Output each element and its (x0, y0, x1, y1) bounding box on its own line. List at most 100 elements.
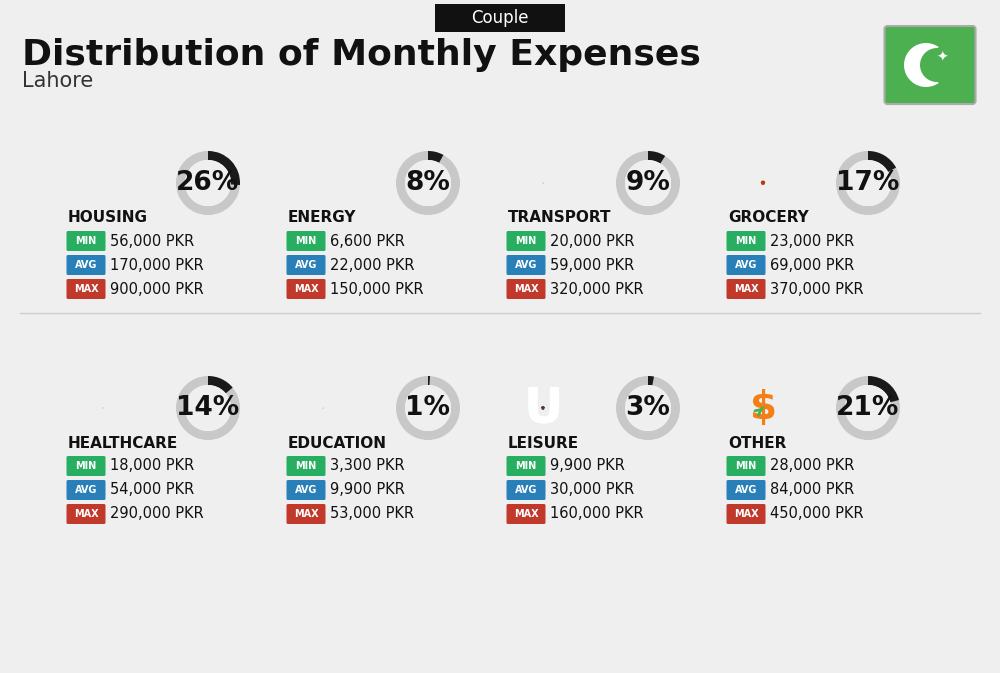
FancyBboxPatch shape (66, 456, 106, 476)
Circle shape (405, 385, 451, 431)
Text: 6,600 PKR: 6,600 PKR (330, 234, 405, 248)
Text: ✦: ✦ (936, 51, 948, 65)
Wedge shape (396, 376, 460, 440)
Text: AVG: AVG (735, 260, 757, 270)
Text: 9,900 PKR: 9,900 PKR (550, 458, 625, 474)
FancyBboxPatch shape (507, 279, 546, 299)
Circle shape (845, 385, 891, 431)
FancyBboxPatch shape (726, 504, 766, 524)
Text: 3%: 3% (626, 395, 670, 421)
FancyBboxPatch shape (507, 504, 546, 524)
Circle shape (625, 385, 671, 431)
FancyBboxPatch shape (287, 255, 326, 275)
Text: 26%: 26% (176, 170, 240, 196)
FancyBboxPatch shape (507, 255, 546, 275)
Text: 30,000 PKR: 30,000 PKR (550, 483, 634, 497)
Text: 20,000 PKR: 20,000 PKR (550, 234, 635, 248)
Text: AVG: AVG (295, 260, 317, 270)
FancyBboxPatch shape (66, 279, 106, 299)
FancyBboxPatch shape (507, 480, 546, 500)
Text: Distribution of Monthly Expenses: Distribution of Monthly Expenses (22, 38, 701, 72)
Text: MIN: MIN (515, 461, 537, 471)
Wedge shape (904, 43, 939, 87)
Text: MAX: MAX (74, 509, 98, 519)
Text: 22,000 PKR: 22,000 PKR (330, 258, 415, 273)
Text: U: U (523, 384, 563, 432)
Text: 59,000 PKR: 59,000 PKR (550, 258, 634, 273)
Text: MIN: MIN (295, 461, 317, 471)
Text: AVG: AVG (515, 260, 537, 270)
Text: AVG: AVG (735, 485, 757, 495)
Text: 1%: 1% (406, 395, 450, 421)
Wedge shape (616, 151, 680, 215)
Wedge shape (396, 151, 460, 215)
Wedge shape (428, 376, 430, 385)
Text: U: U (523, 384, 563, 432)
Circle shape (920, 48, 954, 82)
Circle shape (625, 160, 671, 206)
Text: AVG: AVG (75, 485, 97, 495)
Wedge shape (836, 376, 900, 440)
Text: 370,000 PKR: 370,000 PKR (770, 281, 864, 297)
FancyBboxPatch shape (287, 279, 326, 299)
Wedge shape (176, 151, 240, 215)
Text: GROCERY: GROCERY (728, 211, 809, 225)
Circle shape (405, 385, 451, 431)
Circle shape (405, 160, 451, 206)
FancyBboxPatch shape (287, 231, 326, 251)
Circle shape (185, 160, 231, 206)
Text: Lahore: Lahore (22, 71, 93, 91)
Text: MIN: MIN (735, 236, 757, 246)
FancyBboxPatch shape (66, 231, 106, 251)
Circle shape (405, 160, 451, 206)
Wedge shape (648, 151, 665, 164)
Text: AVG: AVG (75, 260, 97, 270)
Text: 56,000 PKR: 56,000 PKR (110, 234, 194, 248)
Circle shape (625, 160, 671, 206)
Wedge shape (208, 376, 233, 393)
Text: 69,000 PKR: 69,000 PKR (770, 258, 854, 273)
Text: 18,000 PKR: 18,000 PKR (110, 458, 194, 474)
Text: 170,000 PKR: 170,000 PKR (110, 258, 204, 273)
Text: MIN: MIN (75, 236, 97, 246)
Circle shape (845, 160, 891, 206)
Text: MIN: MIN (75, 461, 97, 471)
Circle shape (185, 385, 231, 431)
Text: 53,000 PKR: 53,000 PKR (330, 507, 414, 522)
Text: MIN: MIN (295, 236, 317, 246)
Text: HEALTHCARE: HEALTHCARE (68, 435, 178, 450)
FancyBboxPatch shape (726, 480, 766, 500)
Wedge shape (648, 376, 654, 386)
Text: AVG: AVG (295, 485, 317, 495)
Wedge shape (208, 151, 240, 185)
Text: MAX: MAX (74, 284, 98, 294)
FancyBboxPatch shape (885, 26, 976, 104)
Text: AVG: AVG (515, 485, 537, 495)
Wedge shape (868, 376, 899, 402)
Circle shape (625, 385, 671, 431)
FancyBboxPatch shape (507, 456, 546, 476)
FancyBboxPatch shape (726, 279, 766, 299)
Circle shape (185, 385, 231, 431)
Text: 28,000 PKR: 28,000 PKR (770, 458, 854, 474)
Text: 150,000 PKR: 150,000 PKR (330, 281, 424, 297)
Circle shape (845, 160, 891, 206)
Text: 8%: 8% (406, 170, 450, 196)
Text: OTHER: OTHER (728, 435, 786, 450)
Text: TRANSPORT: TRANSPORT (508, 211, 612, 225)
Text: LEISURE: LEISURE (508, 435, 579, 450)
Text: $: $ (750, 389, 777, 427)
Text: 3,300 PKR: 3,300 PKR (330, 458, 405, 474)
Circle shape (845, 385, 891, 431)
FancyBboxPatch shape (287, 480, 326, 500)
Text: 9,900 PKR: 9,900 PKR (330, 483, 405, 497)
FancyBboxPatch shape (726, 456, 766, 476)
FancyBboxPatch shape (66, 504, 106, 524)
Text: MAX: MAX (514, 509, 538, 519)
Text: 14%: 14% (176, 395, 240, 421)
Text: ENERGY: ENERGY (288, 211, 356, 225)
Circle shape (185, 160, 231, 206)
FancyBboxPatch shape (726, 231, 766, 251)
FancyBboxPatch shape (287, 504, 326, 524)
Text: 290,000 PKR: 290,000 PKR (110, 507, 204, 522)
